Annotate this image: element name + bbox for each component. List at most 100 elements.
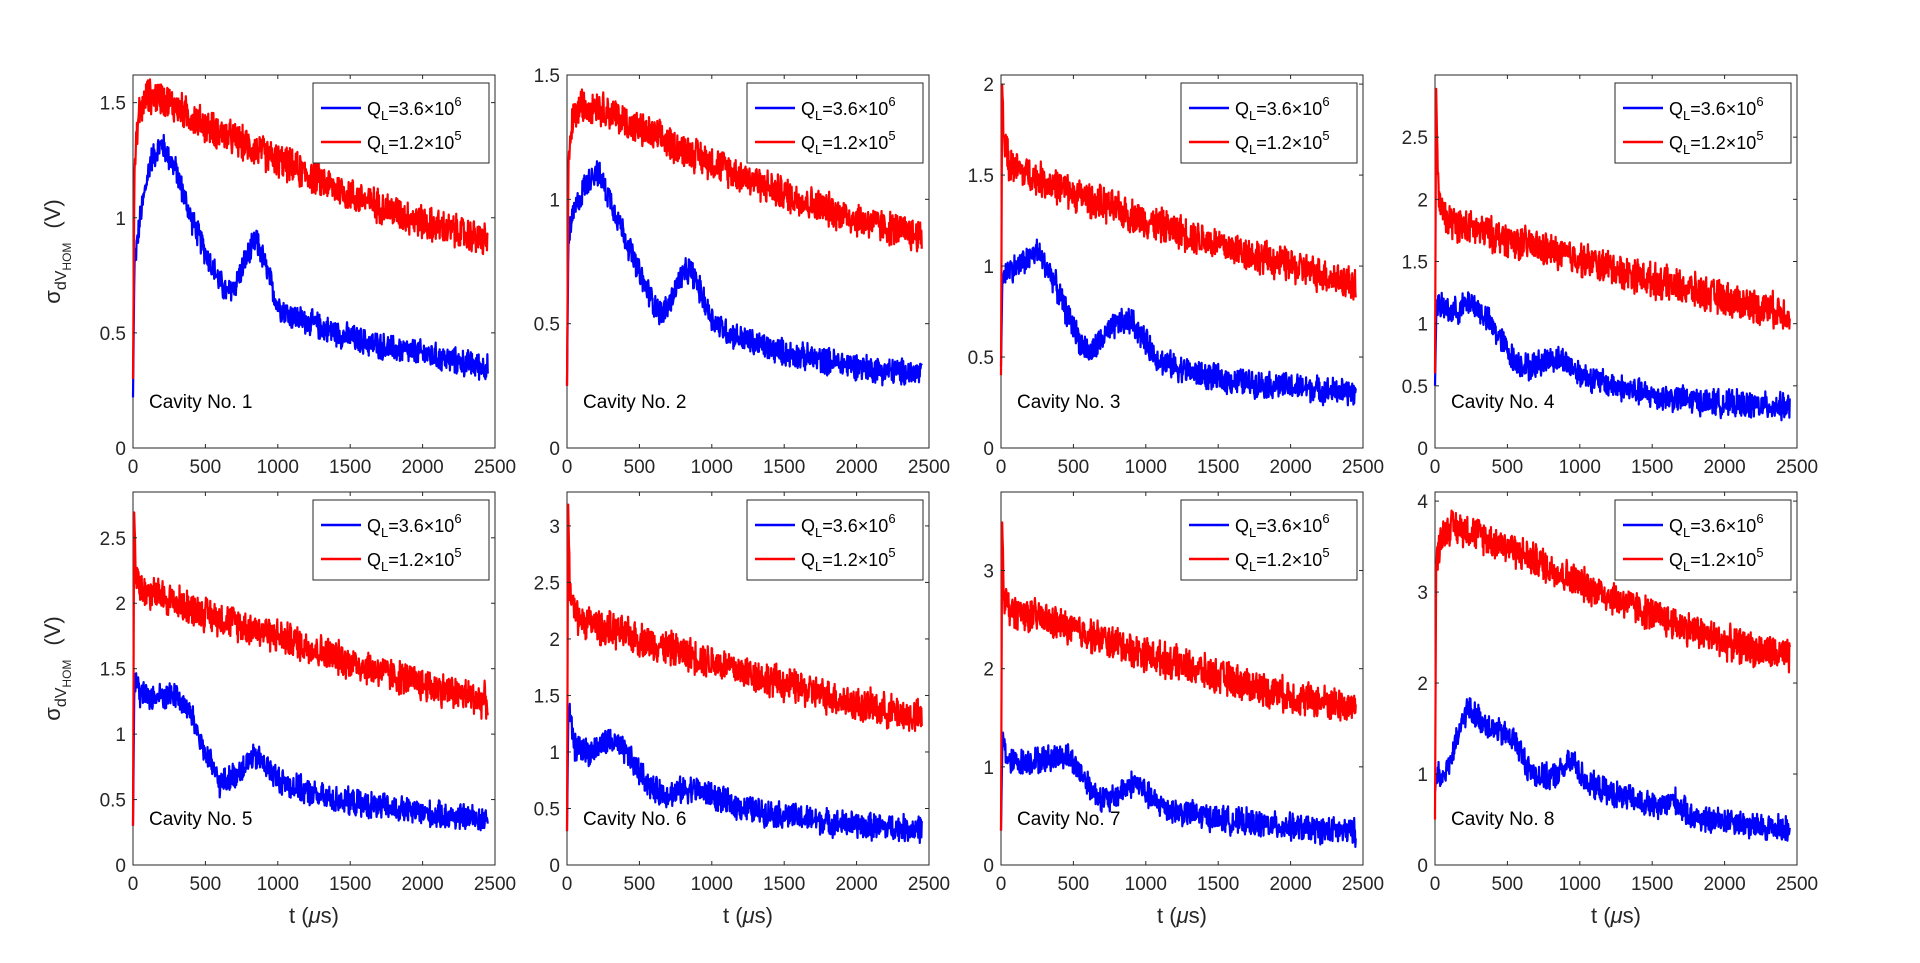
subplot-cavity-6: 0 500 1000 1500 2000 2500 0 0.5 1 1.5 2 2.5 3 Cavity …: [534, 491, 950, 928]
subplot-cavity-4: 0 500 1000 1500 2000 2500 0 0.5 1 1.5 2 2.5 Cavity N…: [1402, 74, 1818, 478]
series-line-ql-3.6e6: [999, 238, 1357, 407]
legend-box: [746, 82, 924, 164]
y-tick-label: 2: [115, 594, 126, 615]
x-tick-label: 2000: [835, 457, 877, 478]
x-tick-label: 500: [190, 874, 222, 895]
x-axis-label: t (μs): [1591, 903, 1641, 928]
y-axis-label: σdVHOM(V): [40, 616, 74, 720]
legend-entry: QL=1.2×105: [801, 545, 896, 574]
y-tick-label: 0.5: [968, 348, 994, 369]
x-tick-label: 1000: [257, 874, 299, 895]
series-line-ql-3.6e6: [131, 133, 489, 398]
y-tick-label: 0: [983, 439, 994, 460]
y-tick-label: 1: [1417, 315, 1428, 336]
cavity-label: Cavity No. 5: [149, 809, 252, 830]
legend-box: [1180, 499, 1358, 581]
x-tick-label: 2500: [908, 874, 950, 895]
legend-entry: QL=1.2×105: [1235, 128, 1330, 157]
series-line-ql-1.2e5: [131, 511, 489, 826]
y-tick-label: 0.5: [534, 315, 560, 336]
legend-entry: QL=3.6×106: [1669, 511, 1764, 540]
x-tick-label: 2000: [1269, 874, 1311, 895]
x-tick-label: 1500: [1197, 874, 1239, 895]
x-tick-label: 1500: [1631, 874, 1673, 895]
y-tick-label: 1: [115, 725, 126, 746]
series-line-ql-3.6e6: [1433, 697, 1791, 842]
subplot-cavity-7: 0 500 1000 1500 2000 2500 0 1 2 3 Cavity No. 7 QL=3…: [983, 491, 1384, 928]
x-tick-label: 1000: [691, 874, 733, 895]
y-tick-label: 2: [1417, 190, 1428, 211]
y-tick-label: 1.5: [534, 66, 560, 87]
y-tick-label: 0.5: [100, 324, 126, 345]
x-tick-label: 1000: [257, 457, 299, 478]
legend-entry: QL=3.6×106: [801, 511, 896, 540]
series-line-ql-1.2e5: [131, 78, 489, 379]
series-line-ql-3.6e6: [131, 672, 489, 832]
x-tick-label: 0: [1430, 874, 1441, 895]
y-tick-label: 2.5: [534, 573, 560, 594]
x-tick-label: 0: [128, 457, 139, 478]
legend-box: [312, 82, 490, 164]
legend: QL=3.6×106 QL=1.2×105: [1614, 499, 1792, 581]
legend: QL=3.6×106 QL=1.2×105: [312, 499, 490, 581]
y-tick-label: 1: [1417, 765, 1428, 786]
x-tick-label: 500: [1058, 457, 1090, 478]
y-tick-label: 1: [983, 758, 994, 779]
y-tick-label: 1.5: [534, 686, 560, 707]
y-tick-label: 0: [115, 856, 126, 877]
x-tick-label: 1000: [1559, 457, 1601, 478]
y-tick-label: 1: [115, 209, 126, 230]
y-tick-label: 3: [1417, 583, 1428, 604]
legend-entry: QL=1.2×105: [1235, 545, 1330, 574]
y-tick-label: 0.5: [534, 799, 560, 820]
y-tick-label: 0.5: [100, 791, 126, 812]
x-tick-label: 1500: [1197, 457, 1239, 478]
x-tick-label: 1500: [329, 874, 371, 895]
x-tick-label: 0: [562, 457, 573, 478]
cavity-label: Cavity No. 8: [1451, 809, 1554, 830]
cavity-label: Cavity No. 4: [1451, 392, 1555, 413]
y-tick-label: 1.5: [100, 660, 126, 681]
legend-entry: QL=1.2×105: [1669, 128, 1764, 157]
x-tick-label: 2500: [1342, 457, 1384, 478]
x-axis-label: t (μs): [289, 903, 339, 928]
x-tick-label: 2500: [1342, 874, 1384, 895]
y-tick-label: 0.5: [1402, 377, 1428, 398]
x-tick-label: 1500: [763, 874, 805, 895]
x-tick-label: 2000: [1703, 457, 1745, 478]
cavity-label: Cavity No. 1: [149, 392, 252, 413]
y-tick-label: 0: [983, 856, 994, 877]
x-tick-label: 1000: [1125, 457, 1167, 478]
y-tick-label: 2: [983, 660, 994, 681]
y-tick-label: 3: [983, 562, 994, 583]
legend-box: [746, 499, 924, 581]
x-tick-label: 1000: [691, 457, 733, 478]
cavity-label: Cavity No. 7: [1017, 809, 1120, 830]
series-line-ql-3.6e6: [1433, 291, 1791, 422]
x-tick-label: 2000: [401, 457, 443, 478]
x-tick-label: 1500: [1631, 457, 1673, 478]
x-tick-label: 2000: [835, 874, 877, 895]
legend-entry: QL=3.6×106: [1235, 94, 1330, 123]
series-line-ql-1.2e5: [1433, 87, 1791, 374]
series-line-ql-1.2e5: [999, 83, 1357, 376]
y-tick-label: 0: [549, 856, 560, 877]
legend: QL=3.6×106 QL=1.2×105: [312, 82, 490, 164]
legend-entry: QL=1.2×105: [1669, 545, 1764, 574]
legend-entry: QL=3.6×106: [1235, 511, 1330, 540]
subplot-cavity-5: 0 500 1000 1500 2000 2500 0 0.5 1 1.5 2 2.5 Cavity N…: [40, 491, 516, 928]
x-axis-label: t (μs): [1157, 903, 1207, 928]
legend: QL=3.6×106 QL=1.2×105: [1180, 82, 1358, 164]
y-tick-label: 1.5: [100, 94, 126, 115]
series-line-ql-3.6e6: [565, 702, 923, 845]
cavity-label: Cavity No. 6: [583, 809, 686, 830]
y-tick-label: 2: [549, 630, 560, 651]
subplot-cavity-8: 0 500 1000 1500 2000 2500 0 1 2 3 4 Cavity No. 8 QL=…: [1417, 491, 1818, 928]
x-tick-label: 500: [624, 874, 656, 895]
legend-entry: QL=3.6×106: [367, 511, 462, 540]
legend: QL=3.6×106 QL=1.2×105: [1614, 82, 1792, 164]
legend: QL=3.6×106 QL=1.2×105: [746, 499, 924, 581]
x-tick-label: 2500: [1776, 457, 1818, 478]
series-line-ql-1.2e5: [999, 521, 1357, 831]
x-tick-label: 1000: [1125, 874, 1167, 895]
